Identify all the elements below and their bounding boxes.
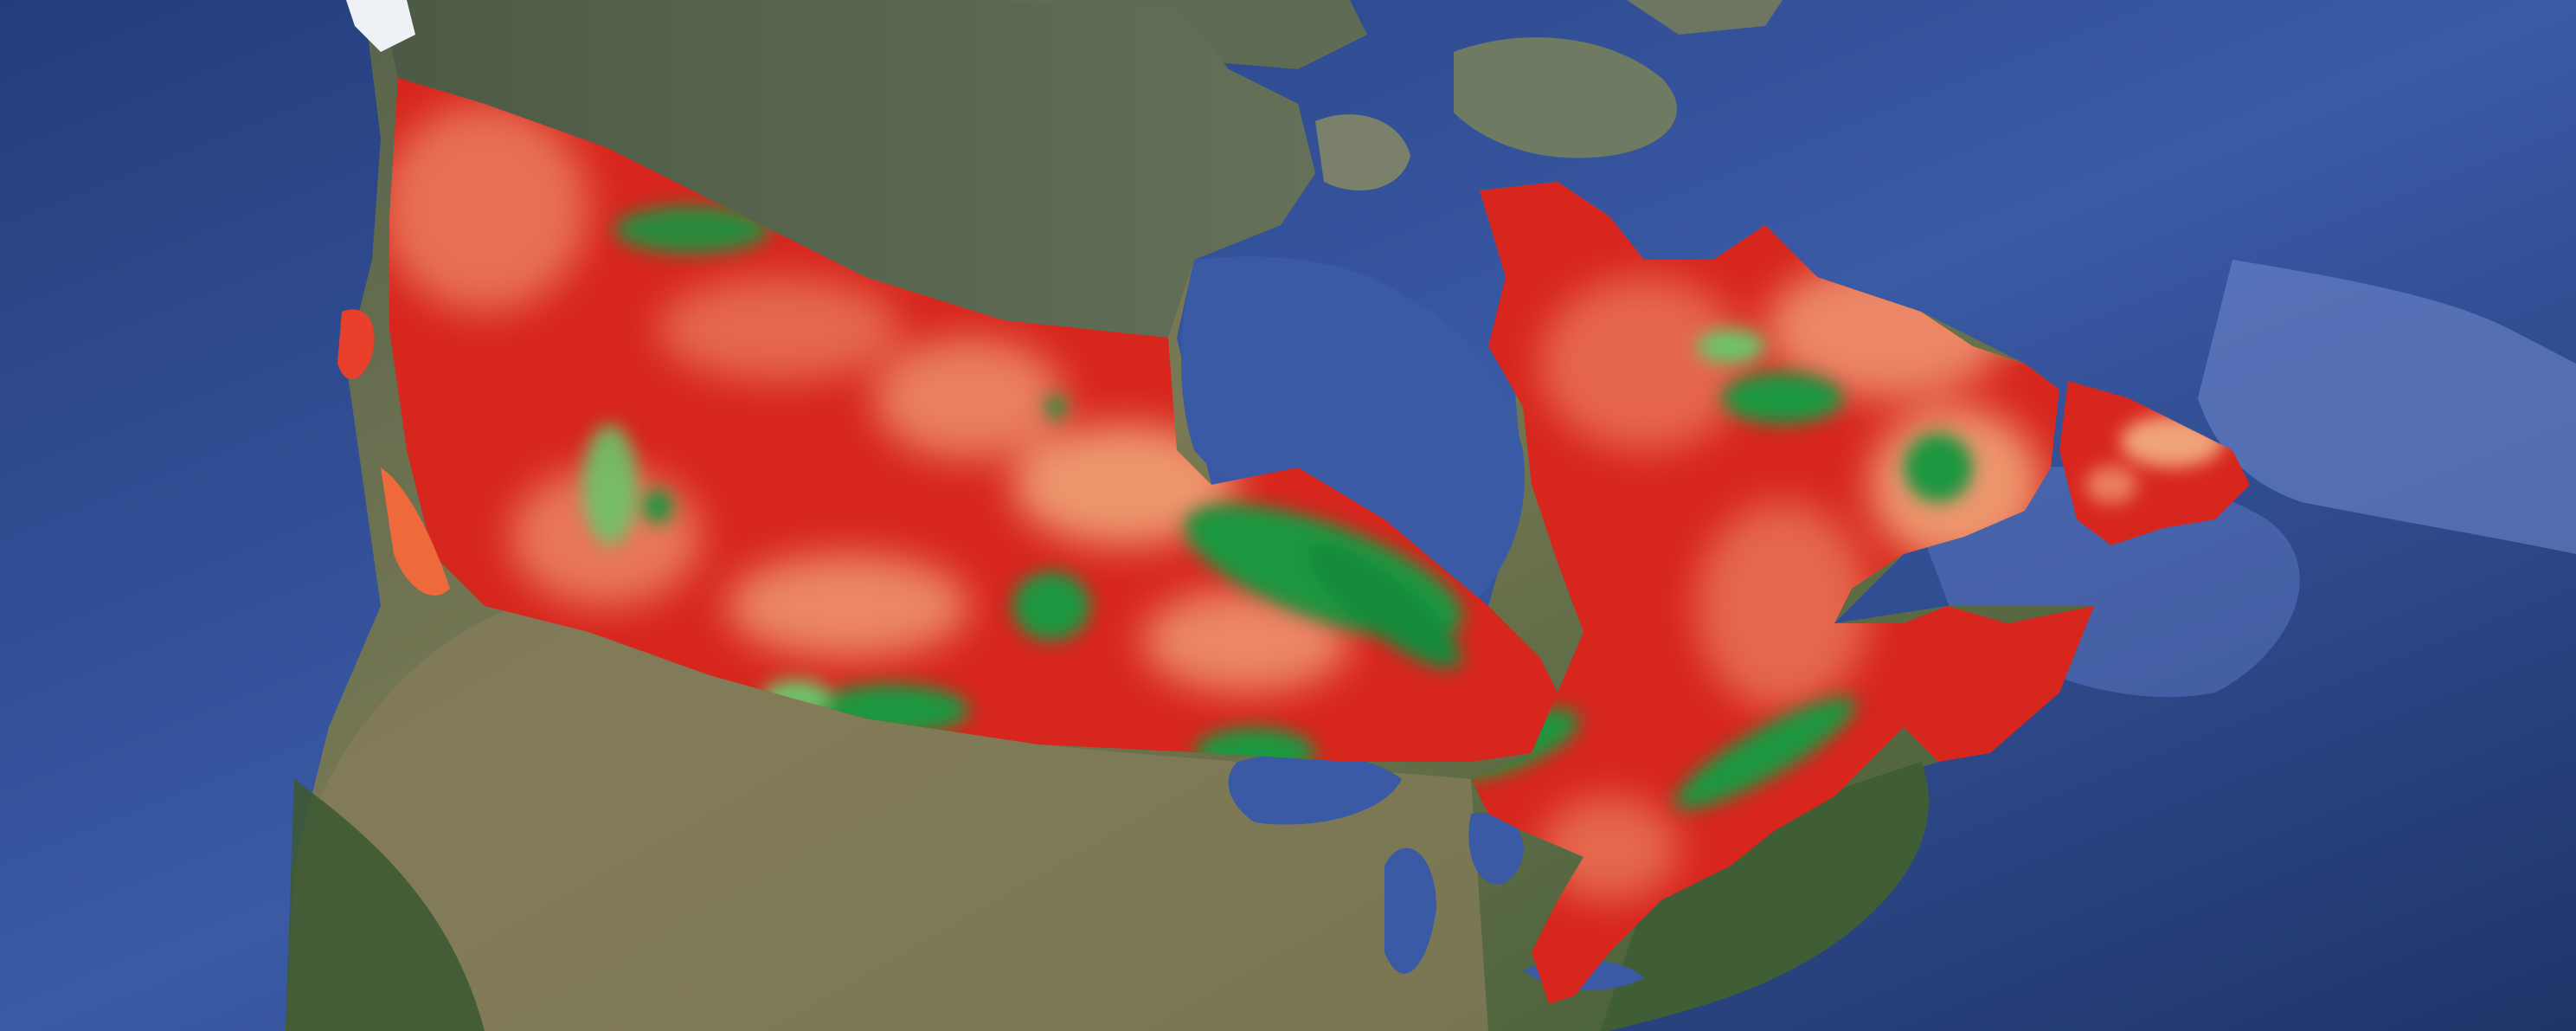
northern-island <box>1627 0 1783 35</box>
new-england-forest <box>1601 762 1929 1031</box>
continental-shelf <box>2198 260 2576 554</box>
baffin-island <box>1454 37 1677 158</box>
pacific-northwest-forest <box>286 779 485 1031</box>
lake-michigan <box>1384 847 1436 974</box>
ice-cap <box>346 0 415 52</box>
heat-patch-coast <box>337 309 375 380</box>
lake-huron <box>1468 812 1524 885</box>
lake-superior <box>1228 752 1402 825</box>
northern-territories <box>381 0 1315 338</box>
hudson-bay <box>1181 256 1525 611</box>
united-states-land <box>286 606 1488 1031</box>
heat-patch-island <box>381 467 450 596</box>
southampton-island <box>1315 114 1410 190</box>
